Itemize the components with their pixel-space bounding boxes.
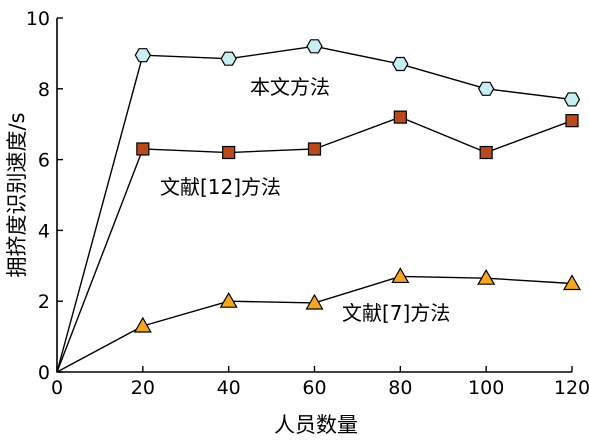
series-1 xyxy=(56,110,579,373)
x-tick-label: 40 xyxy=(217,377,241,399)
triangle-marker xyxy=(477,268,496,285)
y-tick-label: 10 xyxy=(26,8,50,30)
y-tick-label: 6 xyxy=(38,150,50,172)
series-2 xyxy=(56,267,582,373)
y-tick-label: 4 xyxy=(38,220,50,242)
hexagon-marker xyxy=(392,56,409,72)
hexagon-marker xyxy=(477,81,495,96)
triangle-marker xyxy=(391,267,410,284)
triangle-marker xyxy=(305,293,324,310)
axes xyxy=(56,18,572,373)
series-line xyxy=(56,275,573,373)
y-tick-label: 0 xyxy=(38,362,50,384)
x-tick-label: 100 xyxy=(468,377,504,399)
series-name-label: 本文方法 xyxy=(250,75,330,99)
x-tick-label: 80 xyxy=(388,377,412,399)
y-tick-label: 8 xyxy=(38,79,50,101)
hexagon-marker xyxy=(563,92,581,107)
y-axis-title: 拥挤度识别速度/s xyxy=(5,112,29,277)
series-group xyxy=(56,39,582,373)
triangle-marker xyxy=(133,316,152,333)
x-tick-label: 120 xyxy=(554,377,589,399)
triangle-marker xyxy=(562,274,582,291)
hexagon-marker xyxy=(306,39,323,54)
square-marker xyxy=(222,145,236,160)
square-marker xyxy=(307,142,322,156)
series-name-label: 文献[7]方法 xyxy=(342,301,450,325)
x-tick-label: 60 xyxy=(302,377,326,399)
ticks: 0 20 40 60 80 100 120 0 2 4 6 8 10 xyxy=(26,8,589,399)
hexagon-marker xyxy=(134,48,152,63)
x-tick-label: 0 xyxy=(51,377,63,399)
hexagon-marker xyxy=(220,51,237,66)
square-marker xyxy=(136,142,150,156)
series-name-label: 文献[12]方法 xyxy=(160,175,281,199)
x-tick-label: 20 xyxy=(131,377,155,399)
x-axis-title: 人员数量 xyxy=(274,413,358,437)
y-tick-label: 2 xyxy=(38,291,50,313)
triangle-marker xyxy=(219,291,238,308)
square-marker xyxy=(565,114,579,128)
series-0 xyxy=(56,39,581,373)
square-marker xyxy=(479,145,493,160)
square-marker xyxy=(393,110,407,124)
axis-frame xyxy=(56,18,572,373)
